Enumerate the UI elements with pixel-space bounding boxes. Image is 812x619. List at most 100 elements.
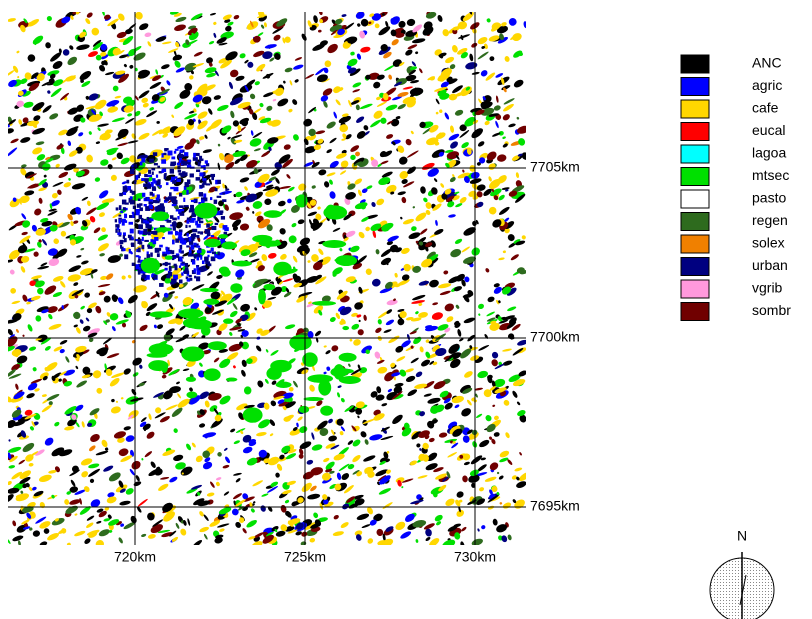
map-patch (192, 260, 195, 264)
map-patch (189, 225, 191, 227)
map-patch (179, 212, 184, 215)
map-patch (202, 260, 205, 264)
legend-swatch (681, 78, 709, 96)
map-patch (200, 231, 203, 234)
map-patch (204, 257, 209, 262)
map-patch (174, 151, 176, 154)
legend-swatch (681, 100, 709, 118)
map-patch (190, 245, 194, 250)
map-patch (214, 200, 218, 204)
map-patch (223, 318, 233, 323)
map-patch (186, 392, 197, 399)
map-patch (148, 225, 152, 229)
map-patch (218, 234, 228, 238)
map-patch (123, 192, 126, 195)
map-patch (131, 243, 134, 247)
map-patch (129, 222, 133, 225)
map-patch (183, 198, 185, 202)
map-patch (120, 245, 122, 249)
map-patch (190, 173, 194, 177)
map-patch (201, 165, 206, 167)
map-patch (170, 164, 175, 167)
map-patch (153, 275, 157, 279)
map-patch (196, 254, 200, 257)
map-patch (179, 153, 181, 157)
map-patch (185, 225, 187, 228)
legend-label: pasto (752, 190, 786, 206)
map-patch (164, 148, 168, 150)
map-patch (117, 232, 121, 235)
map-patch (184, 182, 188, 187)
map-patch (169, 266, 171, 268)
legend-swatch (681, 280, 709, 298)
map-patch (196, 257, 199, 261)
map-patch (166, 182, 169, 185)
map-patch (199, 156, 202, 161)
map-patch (196, 246, 200, 248)
map-patch (186, 233, 188, 237)
legend-swatch (681, 145, 709, 163)
map-patch (172, 180, 176, 183)
map-patch (161, 153, 163, 157)
map-patch (164, 268, 167, 271)
map-patch (149, 199, 153, 201)
map-patch (193, 233, 196, 236)
map-patch (130, 169, 134, 174)
map-patch (170, 215, 173, 219)
legend-label: eucal (752, 122, 785, 138)
map-patch (150, 192, 153, 196)
map-patch (185, 263, 188, 267)
map-patch (151, 211, 169, 221)
map-patch (221, 269, 231, 277)
map-patch (165, 262, 168, 266)
map-patch (162, 169, 166, 172)
map-patch (129, 215, 132, 218)
map-patch (221, 216, 225, 220)
map-patch (203, 299, 219, 305)
map-patch (179, 249, 182, 253)
map-patch (151, 182, 154, 187)
map-patch (116, 207, 119, 210)
map-patch (178, 309, 203, 319)
map-patch (208, 341, 227, 350)
map-patch (197, 231, 200, 233)
map-patch (172, 204, 177, 206)
map-patch (226, 378, 238, 382)
map-patch (132, 212, 134, 214)
map-patch (120, 240, 124, 244)
map-patch (115, 224, 119, 228)
page: 720km725km730km7705km7700km7695km ANCagr… (0, 0, 812, 619)
map-patch (123, 186, 128, 191)
map-patch (150, 252, 153, 256)
map-patch (133, 206, 136, 210)
map-patch (176, 255, 179, 258)
map-patch (125, 203, 129, 205)
map-patch (129, 249, 131, 253)
map-patch (123, 207, 126, 210)
map-patch (120, 211, 123, 213)
map-patch (339, 376, 361, 384)
map-patch (335, 255, 357, 266)
x-coordinate-label: 725km (284, 549, 326, 565)
map-patch (201, 200, 204, 204)
map-patch (119, 219, 121, 224)
map-patch (142, 193, 145, 197)
map-patch (217, 180, 221, 184)
map-patch (197, 270, 201, 274)
map-patch (154, 187, 156, 190)
map-patch (200, 288, 219, 292)
y-coordinate-label: 7700km (530, 329, 580, 345)
map-patch (212, 252, 216, 255)
map-patch (342, 326, 349, 330)
map-patch (232, 261, 252, 267)
map-patch (147, 175, 152, 177)
map-patch (144, 178, 148, 182)
map-patch (147, 217, 149, 220)
map-patch (138, 199, 141, 201)
map-patch (119, 205, 122, 210)
map-patch (144, 204, 147, 206)
map-patch (215, 188, 218, 191)
map-patch (135, 211, 140, 215)
x-coordinate-label: 720km (114, 549, 156, 565)
map-patch (170, 169, 174, 174)
